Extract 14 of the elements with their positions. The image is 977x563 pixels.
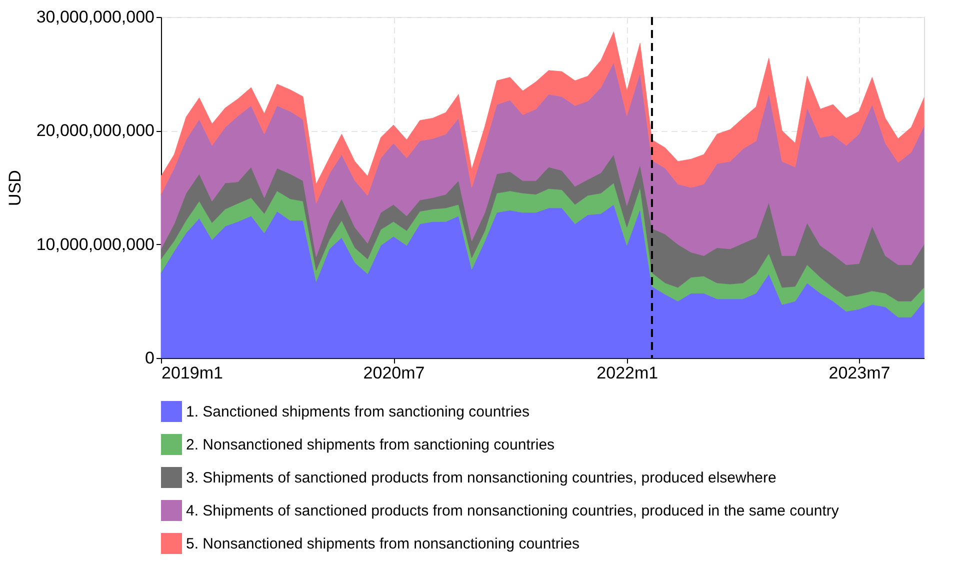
- y-tick-label: 10,000,000,000: [36, 234, 154, 254]
- y-tick-label: 20,000,000,000: [36, 121, 154, 140]
- legend-label: 5. Nonsanctioned shipments from nonsanctioning countries: [186, 536, 580, 552]
- x-tick-label: 2019m1: [162, 364, 223, 382]
- x-tick-label: 2023m7: [828, 364, 890, 382]
- y-tick-label: 0: [145, 348, 154, 368]
- y-axis-title: USD: [5, 170, 24, 206]
- legend-label: 2. Nonsanctioned shipments from sanctioning countries: [186, 436, 555, 454]
- x-tick-label: 2020m7: [363, 364, 425, 382]
- legend-label: 4. Shipments of sanctioned products from nonsanctioning countries, produced in the same country: [186, 502, 840, 520]
- legend-label: 3. Shipments of sanctioned products from nonsanctioning countries, produced elsewhere: [186, 470, 776, 486]
- legend-label: 1. Sanctioned shipments from sanctioning countries: [186, 404, 530, 420]
- x-tick-label: 2022m1: [596, 364, 658, 382]
- y-tick-label: 30,000,000,000: [36, 8, 154, 26]
